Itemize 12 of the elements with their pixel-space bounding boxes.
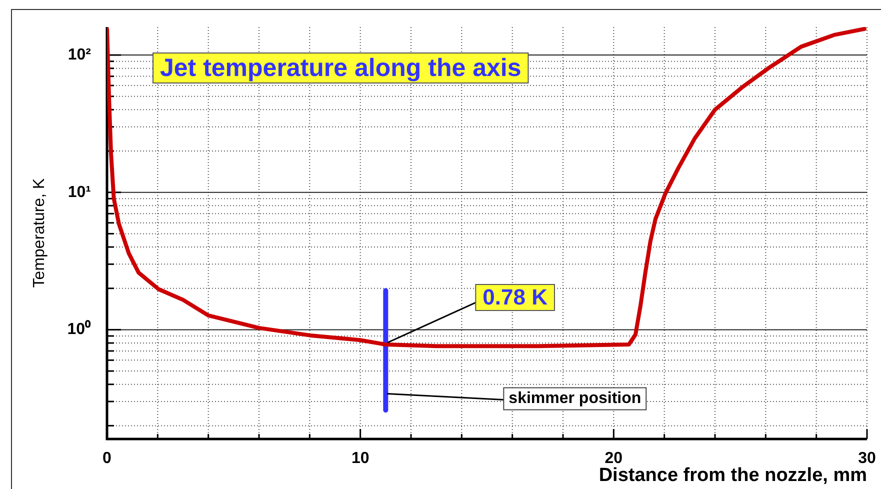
- annotation: 0.78 K: [482, 284, 548, 310]
- text: Jet temperature along the axis: [160, 54, 522, 82]
- x-tick-label: 10: [351, 450, 370, 468]
- x-tick-label: 20: [604, 450, 623, 468]
- x-tick-label: 30: [858, 450, 876, 468]
- y-tick-label: 10²: [68, 46, 91, 64]
- y-tick-label: 10¹: [68, 184, 91, 201]
- x-tick-label: 0: [102, 450, 112, 468]
- ref-line-label: skimmer position: [508, 390, 642, 408]
- y-tick-label: 10⁰: [67, 320, 91, 338]
- y-axis-title: Temperature, K: [31, 178, 48, 288]
- x-axis-title: Distance from the nozzle, mm: [598, 464, 867, 486]
